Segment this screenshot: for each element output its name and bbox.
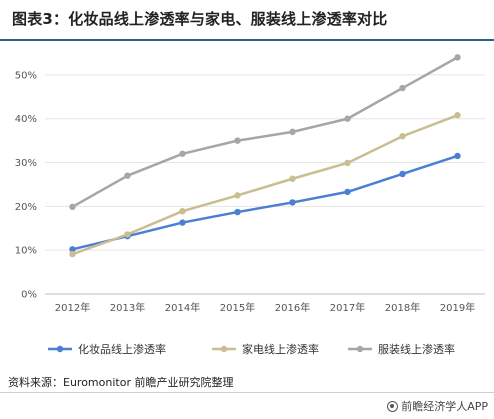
y-tick-label: 0% xyxy=(21,290,37,301)
y-tick-label: 40% xyxy=(15,114,37,125)
line-chart: 0%10%20%30%40%50% 2012年 2013年 2014年 2015年 20… xyxy=(15,54,485,356)
x-tick-label: 2018年 xyxy=(385,301,420,314)
source-note: 资料来源：Euromonitor 前瞻产业研究院整理 xyxy=(8,376,234,389)
data-point xyxy=(289,199,296,206)
brand-credit: 前瞻经济学人APP xyxy=(387,398,488,414)
x-tick-label: 2012年 xyxy=(55,301,90,314)
data-point xyxy=(234,208,241,216)
legend-label: 化妆品线上渗透率 xyxy=(78,342,166,356)
legend-swatch-marker xyxy=(56,345,64,353)
title-divider xyxy=(0,39,494,41)
data-point xyxy=(454,112,461,119)
data-point xyxy=(234,192,241,199)
x-tick-label: 2013年 xyxy=(110,301,145,314)
x-tick-label: 2019年 xyxy=(440,301,475,314)
data-point xyxy=(179,150,186,157)
footer-divider xyxy=(0,392,494,393)
data-point xyxy=(69,203,76,211)
x-tick-label: 2016年 xyxy=(275,301,310,314)
legend-swatch-marker xyxy=(356,345,364,353)
data-point xyxy=(124,231,131,238)
data-point xyxy=(289,175,296,182)
y-axis-ticks: 0% 10% 20% 30% 40% 50% xyxy=(15,70,37,300)
data-point xyxy=(344,115,351,122)
data-point xyxy=(179,207,186,215)
data-point xyxy=(344,188,351,196)
data-point xyxy=(289,128,296,136)
series-line-2 xyxy=(71,113,459,256)
data-point xyxy=(69,246,76,253)
y-tick-label: 50% xyxy=(15,70,37,81)
data-point xyxy=(124,172,131,179)
y-tick-label: 20% xyxy=(15,202,37,213)
legend: 化妆品线上渗透率 家电线上渗透率 服装线上渗透率 xyxy=(48,342,455,356)
data-point xyxy=(69,250,76,258)
legend-label: 家电线上渗透率 xyxy=(242,342,319,356)
brand-label: 前瞻经济学人APP xyxy=(401,400,488,413)
series-lines xyxy=(69,54,461,258)
legend-swatch-marker xyxy=(220,345,228,353)
legend-label: 服装线上渗透率 xyxy=(378,342,455,356)
data-point xyxy=(454,54,461,61)
series-line-3 xyxy=(71,56,459,209)
x-tick-label: 2014年 xyxy=(165,301,200,314)
series-line-1 xyxy=(71,154,459,251)
x-axis-ticks: 2012年 2013年 2014年 2015年 2016年 2017年 2018年 2019年 xyxy=(55,301,475,314)
data-point xyxy=(234,137,241,144)
gridlines xyxy=(45,74,485,295)
chart-title: 图表3：化妆品线上渗透率与家电、服装线上渗透率对比 xyxy=(12,10,388,28)
y-tick-label: 30% xyxy=(15,158,37,169)
y-tick-label: 10% xyxy=(15,246,37,257)
brand-logo-icon xyxy=(387,400,399,412)
data-point xyxy=(344,159,351,167)
data-point xyxy=(454,152,461,160)
data-point xyxy=(179,219,186,226)
data-point xyxy=(399,133,406,140)
data-point xyxy=(399,84,406,92)
data-point xyxy=(399,170,406,178)
x-tick-label: 2015年 xyxy=(220,301,255,314)
x-tick-label: 2017年 xyxy=(330,301,365,314)
